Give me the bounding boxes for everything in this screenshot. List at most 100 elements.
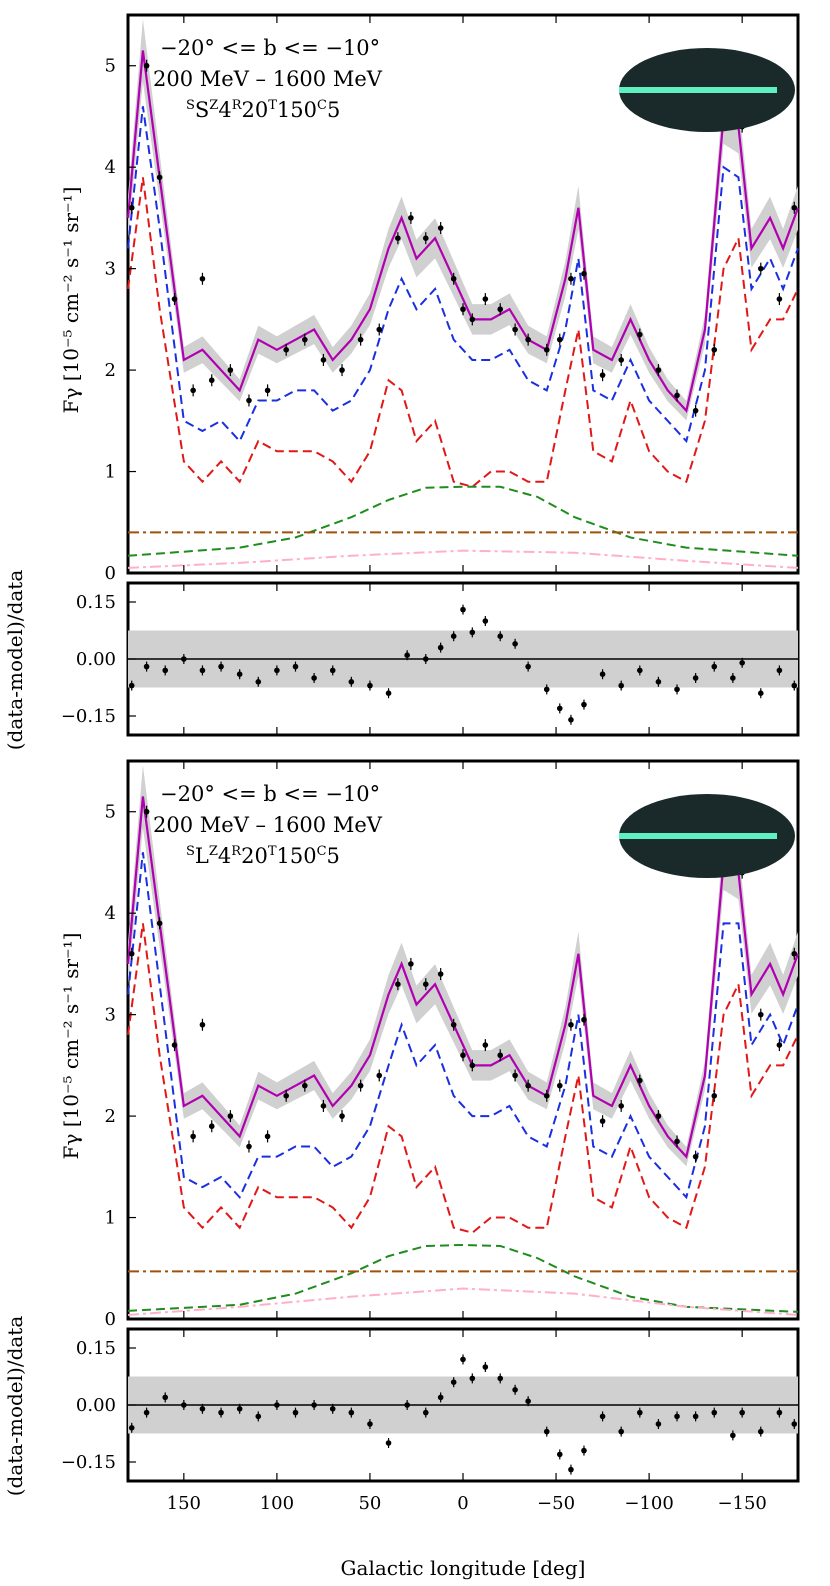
- panel-2-residual-point: [385, 1440, 392, 1446]
- panel-1-data-point: [791, 204, 798, 211]
- panel-1-residual-point: [367, 682, 373, 689]
- panel-1-data-point: [376, 326, 383, 333]
- panel-1-residual-point: [181, 656, 187, 662]
- x-tick-label: 50: [358, 1493, 381, 1514]
- panel-1-residual-point: [568, 717, 574, 723]
- panel-2-residual-point: [199, 1406, 206, 1412]
- panel-2-data-point: [655, 1113, 662, 1119]
- panel-1-data-point: [599, 372, 606, 378]
- panel-2-data-point: [199, 1021, 206, 1028]
- panel-2-data-point: [692, 1153, 699, 1160]
- panel-1-y-tick-label: 1: [105, 462, 116, 483]
- panel-1-data-point: [543, 347, 550, 353]
- panel-2-data-point: [339, 1113, 345, 1119]
- panel-2-residual-point: [460, 1356, 466, 1363]
- panel-1-residual-point: [599, 671, 606, 677]
- panel-1-residual-point: [692, 675, 699, 681]
- panel-1-y-tick-label: 0: [105, 563, 116, 584]
- panel-2-data-point: [469, 1062, 476, 1069]
- panel-1-data-point: [283, 347, 289, 353]
- panel-2-residual-point: [739, 1409, 745, 1416]
- panel-1-data-point: [339, 367, 345, 373]
- panel-1-data-point: [674, 392, 680, 399]
- panel-2-residual-point: [292, 1409, 299, 1416]
- panel-1-residual-point: [385, 690, 392, 696]
- panel-2-residual-point: [422, 1409, 429, 1416]
- panel-1-residual-point: [255, 679, 262, 685]
- panel-2-data-point: [757, 1011, 764, 1018]
- panel-2-data-point: [357, 1082, 364, 1089]
- panel-1-residual-point: [218, 663, 224, 670]
- panel-1-y-tick-label: 5: [105, 56, 116, 77]
- panel-1-data-point: [357, 336, 364, 343]
- panel-2-data-point: [156, 920, 163, 927]
- panel-2-residuals: 150 100 50 0 −50 −100 −150 0.15 0.00 −0.15: [61, 1327, 800, 1514]
- panel-1-residuals: 0.15 0.00 −0.15: [61, 581, 800, 737]
- panel-2-residual-point: [599, 1413, 606, 1420]
- x-tick-label: −150: [717, 1493, 766, 1514]
- panel-1-residual-point: [776, 667, 783, 674]
- panel-2-residual-point: [437, 1394, 444, 1401]
- panel-1-data-point: [395, 235, 401, 241]
- panel-1-residual-point: [730, 675, 736, 681]
- panel-1-residual-point: [162, 667, 169, 674]
- panel-2-residual-point: [236, 1406, 243, 1412]
- panel-1-residual-point: [791, 682, 798, 689]
- panel-1-residual-point: [739, 660, 745, 666]
- x-tick-label: −100: [624, 1493, 673, 1514]
- panel-2-residual-point: [162, 1394, 169, 1401]
- panel-1-residual-point: [637, 667, 643, 674]
- panel-1-y-axis-label: Fγ [10⁻⁵ cm⁻² s⁻¹ sr⁻¹]: [59, 187, 83, 414]
- panel-2-data-point: [320, 1103, 327, 1109]
- panel-2-data-point: [227, 1113, 234, 1119]
- panel-1-residual-point: [236, 671, 243, 677]
- panel-1-residual-point: [329, 667, 336, 674]
- panel-2-residual-point: [469, 1375, 476, 1382]
- residual-y-axis-label-1: (data-model)/data: [3, 570, 27, 751]
- panel-1-residual-point: [556, 705, 563, 712]
- panel-2-residual-point: [311, 1402, 317, 1408]
- panel-2-data-point: [283, 1093, 289, 1099]
- panel-2-y-tick-label: 4: [105, 903, 116, 924]
- panel-2-data-point: [408, 961, 414, 967]
- panel-1-residual-point: [450, 633, 457, 639]
- panel-2-residual-point: [655, 1421, 662, 1427]
- panel-1-data-point: [497, 306, 504, 313]
- panel-1-data-point: [637, 331, 643, 338]
- panel-1-data-point: [437, 225, 444, 231]
- panel-2-residual-y-tick-label: 0.15: [76, 1338, 116, 1359]
- panel-1-data-point: [128, 204, 135, 211]
- panel-2-y-tick-label: 5: [105, 802, 116, 823]
- panel-2-line-inverse-compton: [127, 923, 799, 1234]
- panel-2-data-point: [599, 1118, 606, 1124]
- panel-1-model-name: SSZ4R20T150C5: [186, 98, 340, 122]
- panel-1-residual-point: [348, 679, 355, 685]
- panel-2-residual-point: [637, 1409, 643, 1416]
- panel-1-residual-y-tick-label: 0.00: [76, 649, 116, 670]
- panel-1-data-point: [302, 336, 308, 343]
- panel-2-residual-y-tick-label: −0.15: [61, 1452, 116, 1473]
- panel-2-y-tick-label: 3: [105, 1005, 116, 1026]
- panel-1-data-point: [320, 357, 327, 363]
- x-tick-label: 100: [260, 1493, 294, 1514]
- panel-2-flux: 0 1 2 3 4 5 −20° <= b <= −10° 200 MeV – 1600 …: [59, 759, 800, 1330]
- panel-1-residual-point: [469, 629, 476, 636]
- panel-1-data-point: [408, 215, 414, 221]
- panel-1-y-tick-label: 2: [105, 360, 116, 381]
- panel-2-residual-point: [556, 1451, 563, 1458]
- panel-2-data-point: [395, 981, 401, 987]
- panel-2-data-point: [618, 1103, 624, 1109]
- panel-1-data-point: [512, 326, 518, 333]
- panel-2-residual-point: [581, 1447, 587, 1454]
- panel-1-data-point: [246, 397, 252, 404]
- panel-2-residual-point: [450, 1379, 457, 1385]
- panel-2-residual-y-tick-label: 0.00: [76, 1395, 116, 1416]
- panel-1-data-point: [199, 275, 206, 282]
- panel-2-y-tick-label: 1: [105, 1208, 116, 1229]
- residual-y-axis-label-2: (data-model)/data: [3, 1316, 27, 1497]
- x-tick-label: 150: [167, 1493, 201, 1514]
- panel-2-residual-point: [674, 1413, 680, 1420]
- panel-1-data-point: [655, 367, 662, 373]
- panel-2-data-point: [776, 1042, 783, 1048]
